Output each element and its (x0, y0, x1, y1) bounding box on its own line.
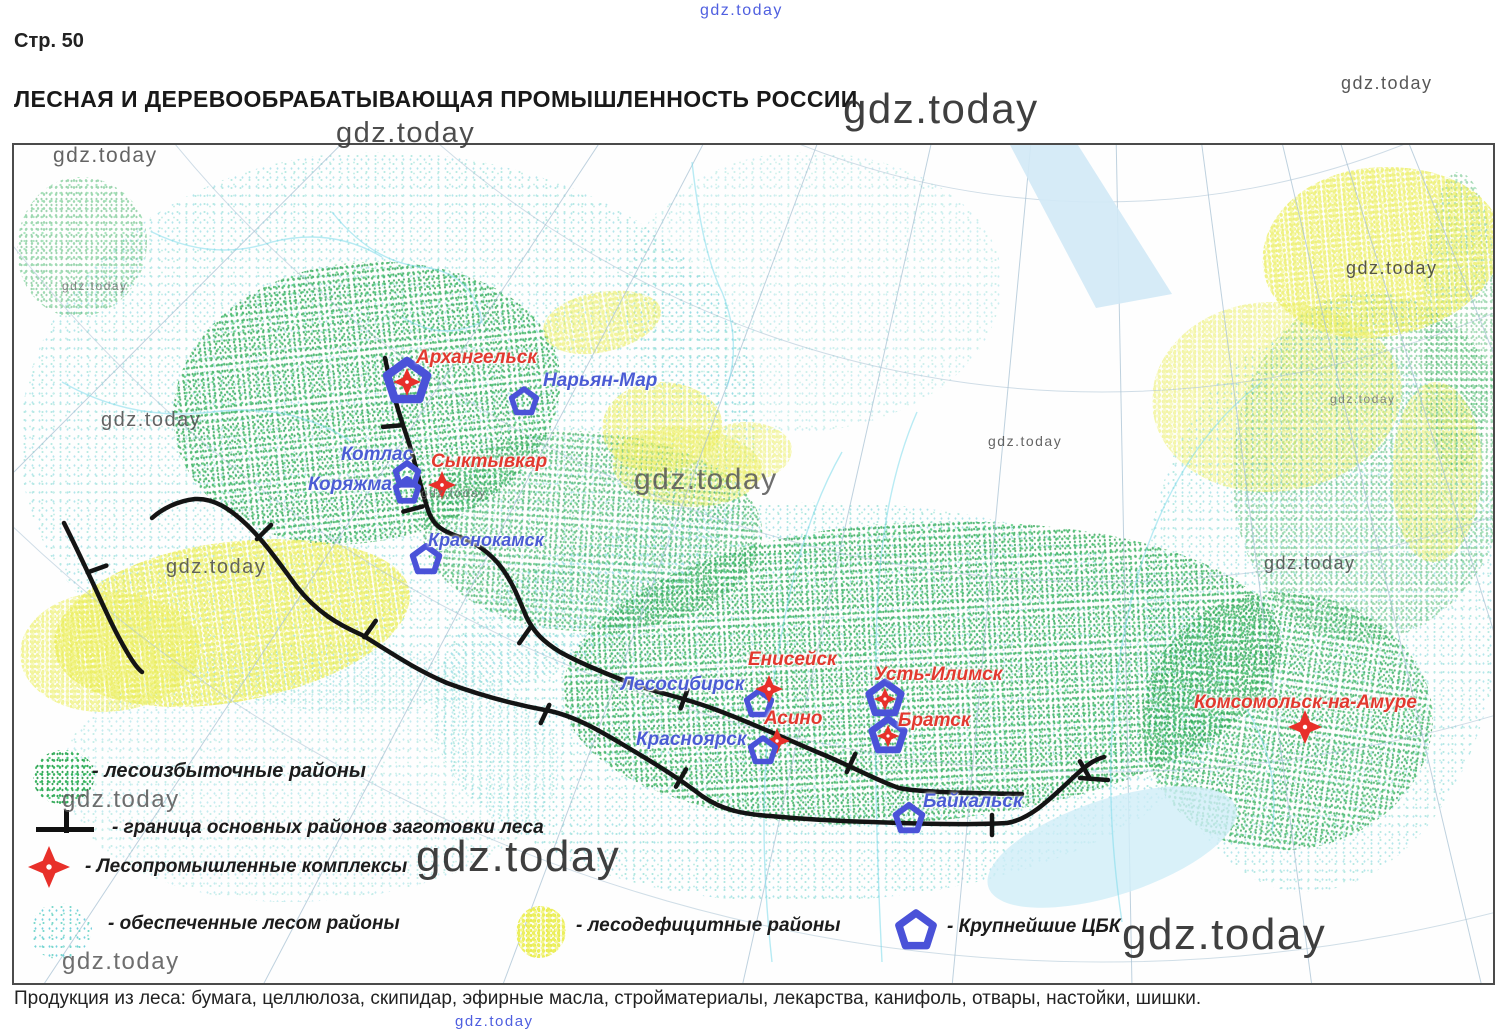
legend-surplus-swatch (33, 750, 95, 804)
city-label-Усть-Илимск: Усть-Илимск (874, 664, 1003, 685)
city-label-Архангельск: Архангельск (416, 347, 537, 368)
city-label-Коряжма: Коряжма (308, 474, 392, 495)
city-label-Енисейск: Енисейск (748, 649, 837, 670)
pentagon-shape (392, 476, 422, 504)
city-label-Сыктывкар: Сыктывкар (431, 451, 548, 472)
city-label-Нарьян-Мар: Нарьян-Мар (543, 370, 658, 391)
pentagon-shape (382, 356, 432, 404)
marker-pentagon-Красноярск (747, 735, 779, 765)
boundary-tick (844, 751, 858, 775)
logging-boundary-lines (61, 355, 1111, 838)
pentagon-shape (392, 460, 422, 488)
pentagon-shape (865, 678, 905, 717)
pentagon-shape (892, 802, 926, 834)
map-base-lines (14, 145, 1493, 983)
map-city-layer: Архангельск Нарьян-Мар Котлас Коряжма Сыктыв… (14, 145, 1493, 983)
legend-surplus-label: - лесоизбыточные районы (92, 760, 366, 782)
legend-boundary-tick (64, 810, 69, 833)
lake-baikal (987, 786, 1237, 908)
boundary-tick (254, 522, 274, 542)
city-label-Лесосибирск: Лесосибирск (621, 674, 745, 695)
city-label-Котлас: Котлас (341, 444, 414, 465)
pentagon-shape (868, 715, 908, 754)
watermark-text: gdz.today (700, 2, 783, 19)
marker-star-Сыктывкар (428, 471, 456, 499)
timber-complex-star-icon (26, 844, 72, 890)
marker-pentagon-star-Архангельск (382, 356, 432, 404)
marker-star-Енисейск (755, 675, 783, 703)
boundary-tick (538, 702, 552, 726)
city-label-Асино: Асино (764, 708, 823, 729)
watermark-text: gdz.today (455, 1013, 534, 1030)
city-label-Байкальск: Байкальск (923, 791, 1023, 812)
logging-boundary (382, 355, 1025, 797)
marker-pentagon-Краснокамск (409, 543, 443, 575)
city-label-Комсомольск-на-Амуре: Комсомольск-на-Амуре (1194, 692, 1417, 713)
legend-boundary-label: - граница основных районов заготовки лес… (112, 817, 544, 838)
boundary-tick (517, 624, 533, 646)
boundary-tick (380, 422, 406, 430)
marker-pentagon-star-Братск (868, 715, 908, 754)
marker-pentagon-double-Коряжма (392, 460, 422, 504)
pentagon-shape (747, 735, 779, 765)
watermark-text: gdz.today (1341, 73, 1433, 93)
boundary-tick (673, 767, 689, 789)
pulp-mill-pentagon-icon (893, 908, 939, 954)
city-label-Краснокамск: Краснокамск (428, 530, 544, 550)
rivers-coastlines (61, 161, 1275, 963)
city-label-Братск: Братск (898, 710, 971, 731)
boundary-tick (362, 618, 378, 640)
marker-pentagon-Байкальск (892, 802, 926, 834)
legend-mills-label: - Крупнейшие ЦБК (947, 916, 1121, 937)
legend-deficit-swatch (516, 906, 566, 958)
forest-deficit-region (702, 422, 792, 482)
pentagon-shape (409, 543, 443, 575)
sea-ice-patch (1010, 145, 1172, 308)
marker-pentagon-Нарьян-Мар (508, 386, 540, 416)
marker-pentagon-star-Усть-Илимск (865, 678, 905, 717)
marker-star-Асино (764, 728, 790, 754)
pentagon-shape (508, 386, 540, 416)
page-title: ЛЕСНАЯ И ДЕРЕВООБРАБАТЫВАЮЩАЯ ПРОМЫШЛЕНН… (14, 86, 858, 112)
forest-deficit-region (1392, 382, 1482, 562)
boundary-tick (1077, 759, 1093, 781)
boundary-tick (678, 687, 690, 711)
city-label-Красноярск: Красноярск (636, 729, 747, 750)
legend-provided-label: - обеспеченные лесом районы (108, 913, 400, 934)
page-number-label: Стр. 50 (14, 30, 84, 52)
forest-deficit-region (1152, 302, 1402, 492)
logging-boundary (61, 520, 145, 675)
map-russia-forestry: Архангельск Нарьян-Мар Котлас Коряжма Сыктыв… (12, 143, 1495, 985)
legend-provided-swatch (30, 903, 92, 959)
pentagon-shape (895, 909, 937, 950)
graticule-meridians (14, 145, 1493, 983)
legend-complex-label: - Лесопромышленные комплексы (85, 856, 408, 877)
logging-boundary (1077, 775, 1111, 783)
boundary-tick (85, 563, 109, 575)
legend-deficit-label: - лесодефицитные районы (576, 915, 841, 936)
marker-star-Комсомольск-на-Амуре (1288, 710, 1322, 744)
watermark-text: gdz.today (843, 85, 1039, 132)
forest-surplus-region (17, 177, 147, 317)
logging-boundary (149, 496, 1107, 827)
boundary-tick (401, 504, 425, 514)
forest-products-caption: Продукция из леса: бумага, целлюлоза, ск… (14, 988, 1202, 1009)
